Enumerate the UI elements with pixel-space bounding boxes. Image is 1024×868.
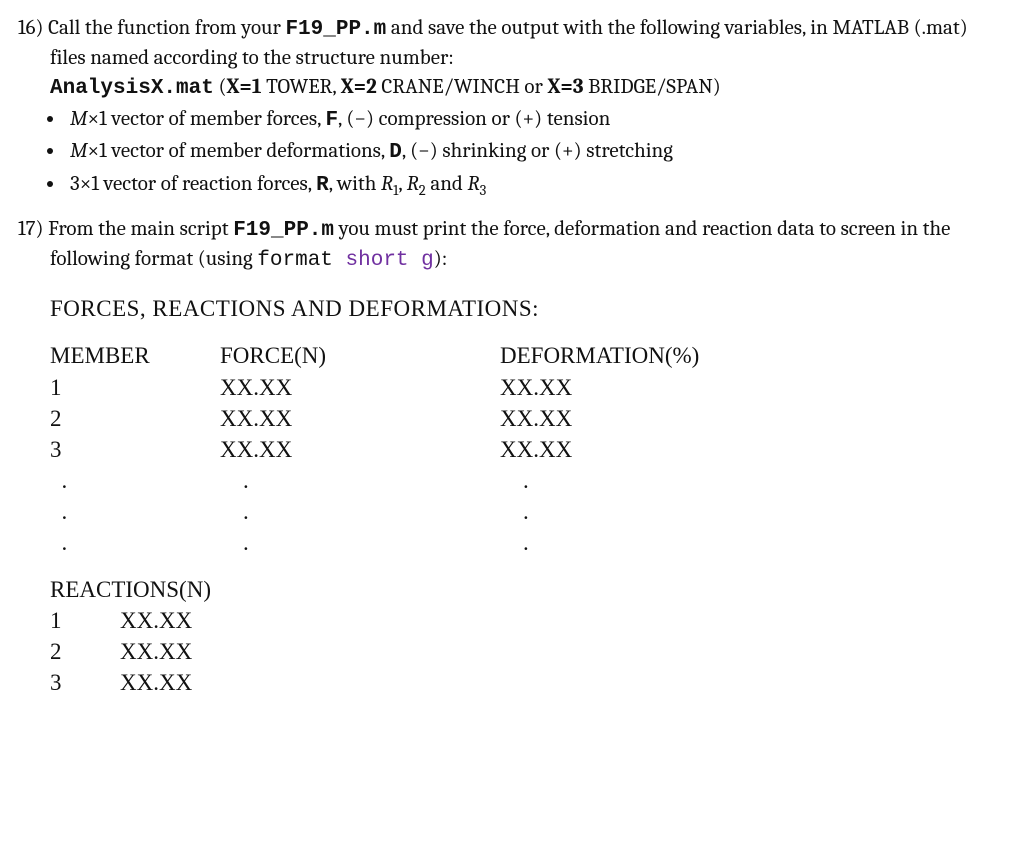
b1-post: , (−) compression or (+) tension	[338, 107, 610, 131]
q17-code-a: F19_PP.m	[233, 219, 334, 242]
cell-rnum: 1	[50, 605, 120, 636]
q16-number: 16)	[18, 16, 44, 40]
cell-rnum: 3	[50, 667, 120, 698]
question-17: 17) From the main script F19_PP.m you mu…	[18, 215, 1006, 698]
reactions-heading: REACTIONS(N)	[50, 574, 211, 605]
b1-pre: M	[70, 107, 88, 131]
b3-s2: 2	[419, 182, 426, 199]
q17-shortg: short g	[333, 249, 434, 272]
q16-t3: BRIDGE/SPAN)	[584, 75, 721, 99]
q17-text-c: ):	[434, 247, 448, 271]
q16-t1: TOWER,	[261, 75, 340, 99]
cell-rval: XX.XX	[120, 636, 211, 667]
b3-r3: R	[467, 172, 479, 196]
q16-code-b: AnalysisX.mat	[50, 77, 214, 100]
cell-member: 1	[50, 372, 220, 403]
forces-table: MEMBER FORCE(N) DEFORMATION(%) 1 XX.XX X…	[50, 340, 800, 557]
cell-deform: XX.XX	[500, 434, 800, 465]
table-row: 1 XX.XX	[50, 605, 211, 636]
table-row: 2 XX.XX	[50, 636, 211, 667]
output-heading: FORCES, REACTIONS AND DEFORMATIONS:	[50, 293, 1006, 324]
q16-line2: AnalysisX.mat (X=1 TOWER, X=2 CRANE/WINC…	[18, 73, 1006, 103]
cell-deform: XX.XX	[500, 403, 800, 434]
col-member: MEMBER	[50, 340, 220, 371]
dots: . . .	[500, 465, 800, 558]
b1-b: F	[325, 109, 338, 132]
cell-force: XX.XX	[220, 434, 500, 465]
b3-a: and	[426, 172, 468, 196]
cell-force: XX.XX	[220, 403, 500, 434]
b1-mid: ×1 vector of member forces,	[88, 107, 326, 131]
q16-bullet-3: 3×1 vector of reaction forces, R, with R…	[66, 170, 1006, 201]
question-16: 16) Call the function from your F19_PP.m…	[18, 14, 1006, 201]
cell-force: XX.XX	[220, 372, 500, 403]
b2-post: , (−) shrinking or (+) stretching	[402, 139, 673, 163]
q16-t2: CRANE/WINCH or	[377, 75, 548, 99]
cell-deform: XX.XX	[500, 372, 800, 403]
q16-paren: (	[214, 75, 227, 99]
cell-rnum: 2	[50, 636, 120, 667]
b3-s3: 3	[480, 182, 487, 199]
dots: . . .	[50, 465, 220, 558]
reactions-table: REACTIONS(N) 1 XX.XX 2 XX.XX 3 XX.XX	[50, 574, 211, 698]
q16-text-a: Call the function from your	[48, 16, 285, 40]
q16-x2: X=2	[341, 75, 377, 99]
q16-x1: X=1	[226, 75, 261, 99]
b2-b: D	[389, 141, 402, 164]
col-force: FORCE(N)	[220, 340, 500, 371]
b3-c: ,	[398, 172, 406, 196]
table-row: 2 XX.XX XX.XX	[50, 403, 800, 434]
table-row-dots: . . . . . . . . .	[50, 465, 800, 558]
table-row: 1 XX.XX XX.XX	[50, 372, 800, 403]
reactions-header: REACTIONS(N)	[50, 574, 211, 605]
q16-line1: 16) Call the function from your F19_PP.m…	[18, 14, 1006, 73]
q16-bullet-2: M×1 vector of member deformations, D, (−…	[66, 137, 1006, 167]
q16-code-a: F19_PP.m	[285, 18, 386, 41]
dots: . . .	[220, 465, 500, 558]
table-header-row: MEMBER FORCE(N) DEFORMATION(%)	[50, 340, 800, 371]
b3-mid: ×1 vector of reaction forces,	[80, 172, 316, 196]
cell-rval: XX.XX	[120, 667, 211, 698]
b3-r1: R	[381, 172, 393, 196]
b3-pre: 3	[70, 172, 80, 196]
b3-r2: R	[407, 172, 419, 196]
b2-mid: ×1 vector of member deformations,	[88, 139, 390, 163]
cell-rval: XX.XX	[120, 605, 211, 636]
table-row: 3 XX.XX	[50, 667, 211, 698]
q17-format: format	[257, 249, 333, 272]
b3-post: , with	[329, 172, 381, 196]
col-deformation: DEFORMATION(%)	[500, 340, 800, 371]
q17-text-a: From the main script	[48, 217, 233, 241]
q16-bullet-1: M×1 vector of member forces, F, (−) comp…	[66, 105, 1006, 135]
q17-number: 17)	[18, 217, 44, 241]
q16-bullets: M×1 vector of member forces, F, (−) comp…	[18, 105, 1006, 201]
b3-b: R	[316, 174, 329, 197]
q16-x3: X=3	[547, 75, 583, 99]
b2-pre: M	[70, 139, 88, 163]
cell-member: 3	[50, 434, 220, 465]
cell-member: 2	[50, 403, 220, 434]
q17-line1: 17) From the main script F19_PP.m you mu…	[18, 215, 1006, 276]
table-row: 3 XX.XX XX.XX	[50, 434, 800, 465]
